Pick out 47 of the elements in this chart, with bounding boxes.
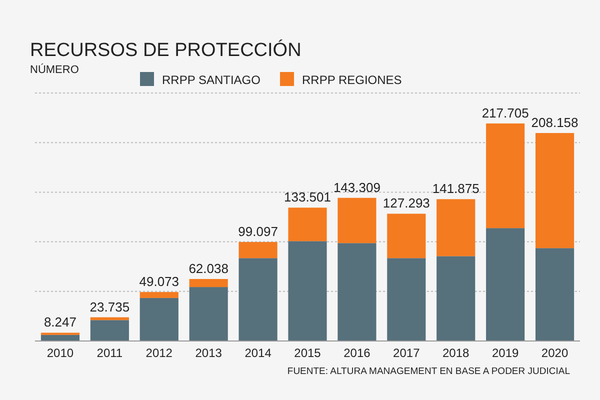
chart-subtitle: NÚMERO	[30, 63, 80, 76]
annotation: 141.875	[432, 181, 480, 196]
annotation: 217.705	[482, 105, 529, 120]
x-tick-label: 2018	[442, 346, 470, 360]
bar	[288, 241, 327, 341]
annotation: 208.158	[531, 115, 578, 130]
bar	[90, 320, 129, 341]
annotation: 23.735	[90, 299, 130, 314]
x-tick-label: 2010	[46, 346, 74, 360]
annotation: 8.247	[44, 314, 76, 330]
bar	[189, 279, 228, 288]
x-tick-label: 2011	[96, 346, 123, 360]
bar	[338, 243, 376, 341]
bar	[288, 208, 327, 242]
bar	[338, 198, 376, 244]
chart-title: RECURSOS DE PROTECCIÓN	[30, 39, 302, 61]
bar	[535, 133, 574, 248]
x-tick-label: 2013	[195, 346, 222, 360]
bar	[140, 292, 178, 298]
annotation: 127.293	[382, 196, 430, 211]
x-tick-label: 2012	[146, 346, 173, 360]
x-tick-label: 2020	[541, 346, 568, 360]
bar	[436, 256, 476, 341]
bar	[238, 258, 278, 341]
bar	[486, 228, 525, 341]
bar	[189, 287, 228, 341]
bar	[387, 258, 426, 341]
legend-label: RRPP REGIONES	[302, 73, 402, 87]
annotation: 143.309	[333, 180, 380, 195]
bar	[436, 199, 476, 256]
source-note: FUENTE: ALTURA MANAGEMENT EN BASE A PODER JUDICIAL	[287, 366, 570, 377]
annotation: 99.097	[238, 224, 278, 240]
annotation: 49.073	[139, 274, 180, 290]
x-tick-label: 2019	[492, 346, 519, 360]
annotation: 62.038	[188, 261, 228, 276]
x-tick-label: 2014	[244, 346, 272, 360]
bar	[535, 248, 574, 341]
bar	[486, 123, 525, 228]
bar	[238, 242, 278, 258]
x-tick-label: 2017	[393, 346, 420, 360]
bar	[40, 334, 80, 341]
x-tick-label: 2016	[344, 346, 371, 360]
x-tick-label: 2015	[294, 346, 322, 360]
legend-label: RRPP SANTIAGO	[162, 73, 260, 87]
annotation: 133.501	[284, 190, 331, 205]
bar	[387, 214, 426, 258]
bar	[140, 298, 178, 341]
